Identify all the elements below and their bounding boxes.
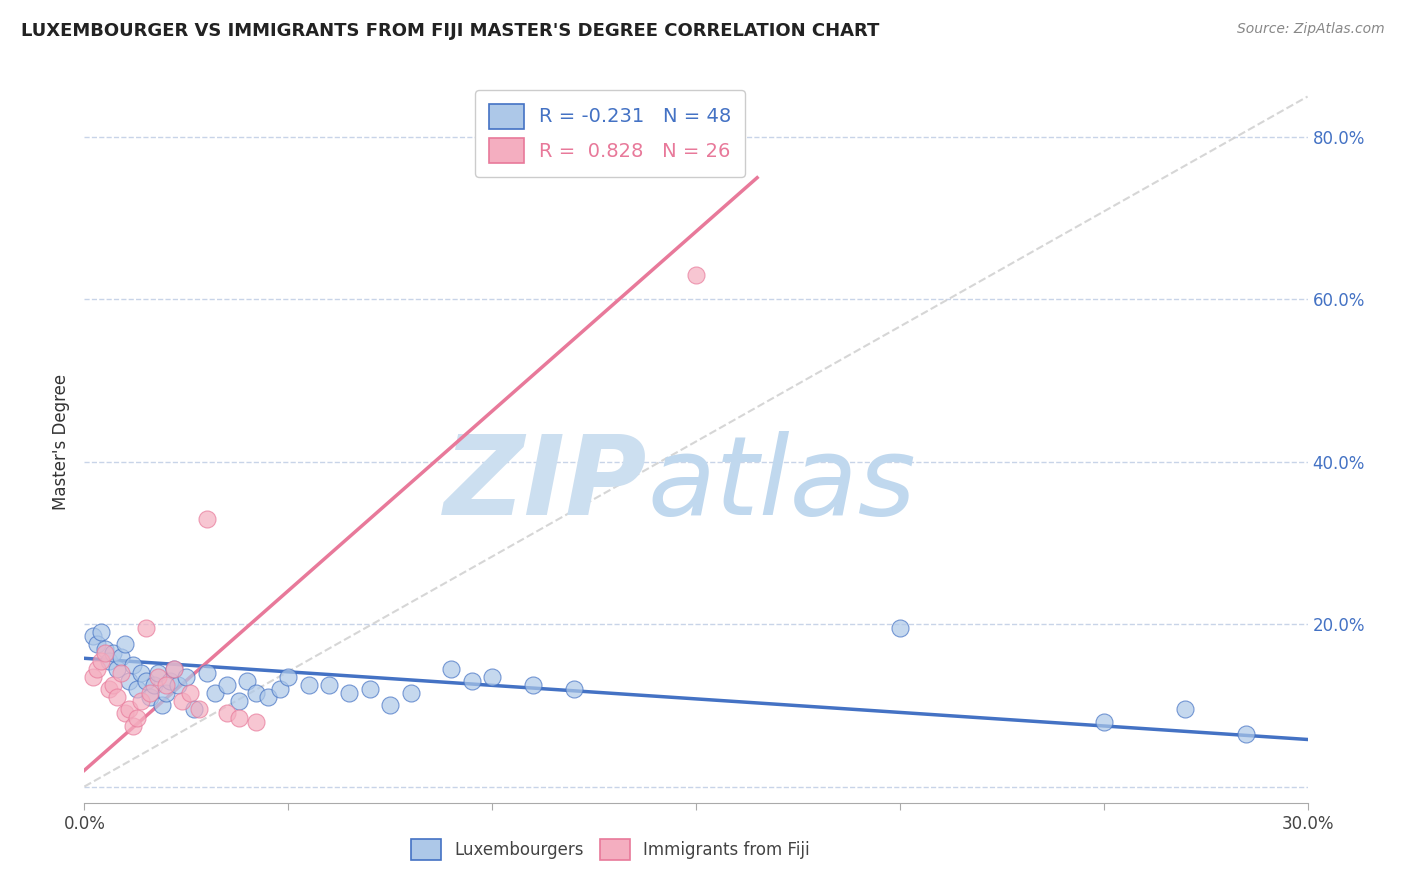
Point [138, 690, 160, 705]
Y-axis label: Master's Degree: Master's Degree [52, 374, 70, 509]
Point [172, 694, 194, 708]
Point [163, 662, 186, 676]
Point [118, 673, 141, 688]
Point [245, 686, 267, 700]
Point [138, 686, 160, 700]
Point [187, 702, 209, 716]
Point [135, 673, 157, 688]
Point [179, 686, 201, 700]
Point [195, 511, 218, 525]
Point [339, 686, 361, 700]
Point [359, 682, 381, 697]
Point [114, 638, 136, 652]
Point [105, 662, 128, 676]
Point [440, 662, 463, 676]
Point [110, 665, 132, 680]
Point [318, 678, 340, 692]
Point [105, 690, 128, 705]
Point [110, 649, 132, 664]
Point [183, 702, 205, 716]
Point [380, 698, 402, 713]
Point [163, 662, 186, 676]
Point [269, 682, 291, 697]
Point [522, 678, 544, 692]
Point [90, 654, 112, 668]
Point [93, 646, 115, 660]
Point [245, 714, 267, 729]
Point [562, 682, 585, 697]
Point [131, 694, 153, 708]
Point [118, 702, 141, 716]
Point [127, 710, 149, 724]
Text: atlas: atlas [647, 432, 915, 539]
Point [97, 654, 120, 668]
Point [257, 690, 280, 705]
Point [236, 673, 259, 688]
Point [685, 268, 707, 282]
Point [155, 678, 177, 692]
Point [97, 682, 120, 697]
Point [228, 694, 250, 708]
Point [150, 698, 173, 713]
Point [298, 678, 321, 692]
Point [155, 686, 177, 700]
Point [1236, 727, 1258, 741]
Legend: Luxembourgers, Immigrants from Fiji: Luxembourgers, Immigrants from Fiji [404, 832, 817, 867]
Point [217, 706, 239, 721]
Point [195, 665, 218, 680]
Point [399, 686, 422, 700]
Point [142, 678, 165, 692]
Point [461, 673, 484, 688]
Point [167, 678, 190, 692]
Point [174, 670, 197, 684]
Point [135, 621, 157, 635]
Point [481, 670, 503, 684]
Point [82, 629, 104, 643]
Point [122, 657, 145, 672]
Point [114, 706, 136, 721]
Point [93, 641, 115, 656]
Point [146, 670, 169, 684]
Point [277, 670, 299, 684]
Point [131, 665, 153, 680]
Point [204, 686, 226, 700]
Point [1174, 702, 1197, 716]
Text: Source: ZipAtlas.com: Source: ZipAtlas.com [1237, 22, 1385, 37]
Point [127, 682, 149, 697]
Point [228, 710, 250, 724]
Point [889, 621, 911, 635]
Point [82, 670, 104, 684]
Point [101, 678, 124, 692]
Text: LUXEMBOURGER VS IMMIGRANTS FROM FIJI MASTER'S DEGREE CORRELATION CHART: LUXEMBOURGER VS IMMIGRANTS FROM FIJI MAS… [21, 22, 880, 40]
Point [1092, 714, 1115, 729]
Point [146, 665, 169, 680]
Point [90, 625, 112, 640]
Point [86, 662, 108, 676]
Point [86, 638, 108, 652]
Text: ZIP: ZIP [443, 432, 647, 539]
Point [159, 673, 181, 688]
Point [217, 678, 239, 692]
Point [101, 646, 124, 660]
Point [122, 719, 145, 733]
